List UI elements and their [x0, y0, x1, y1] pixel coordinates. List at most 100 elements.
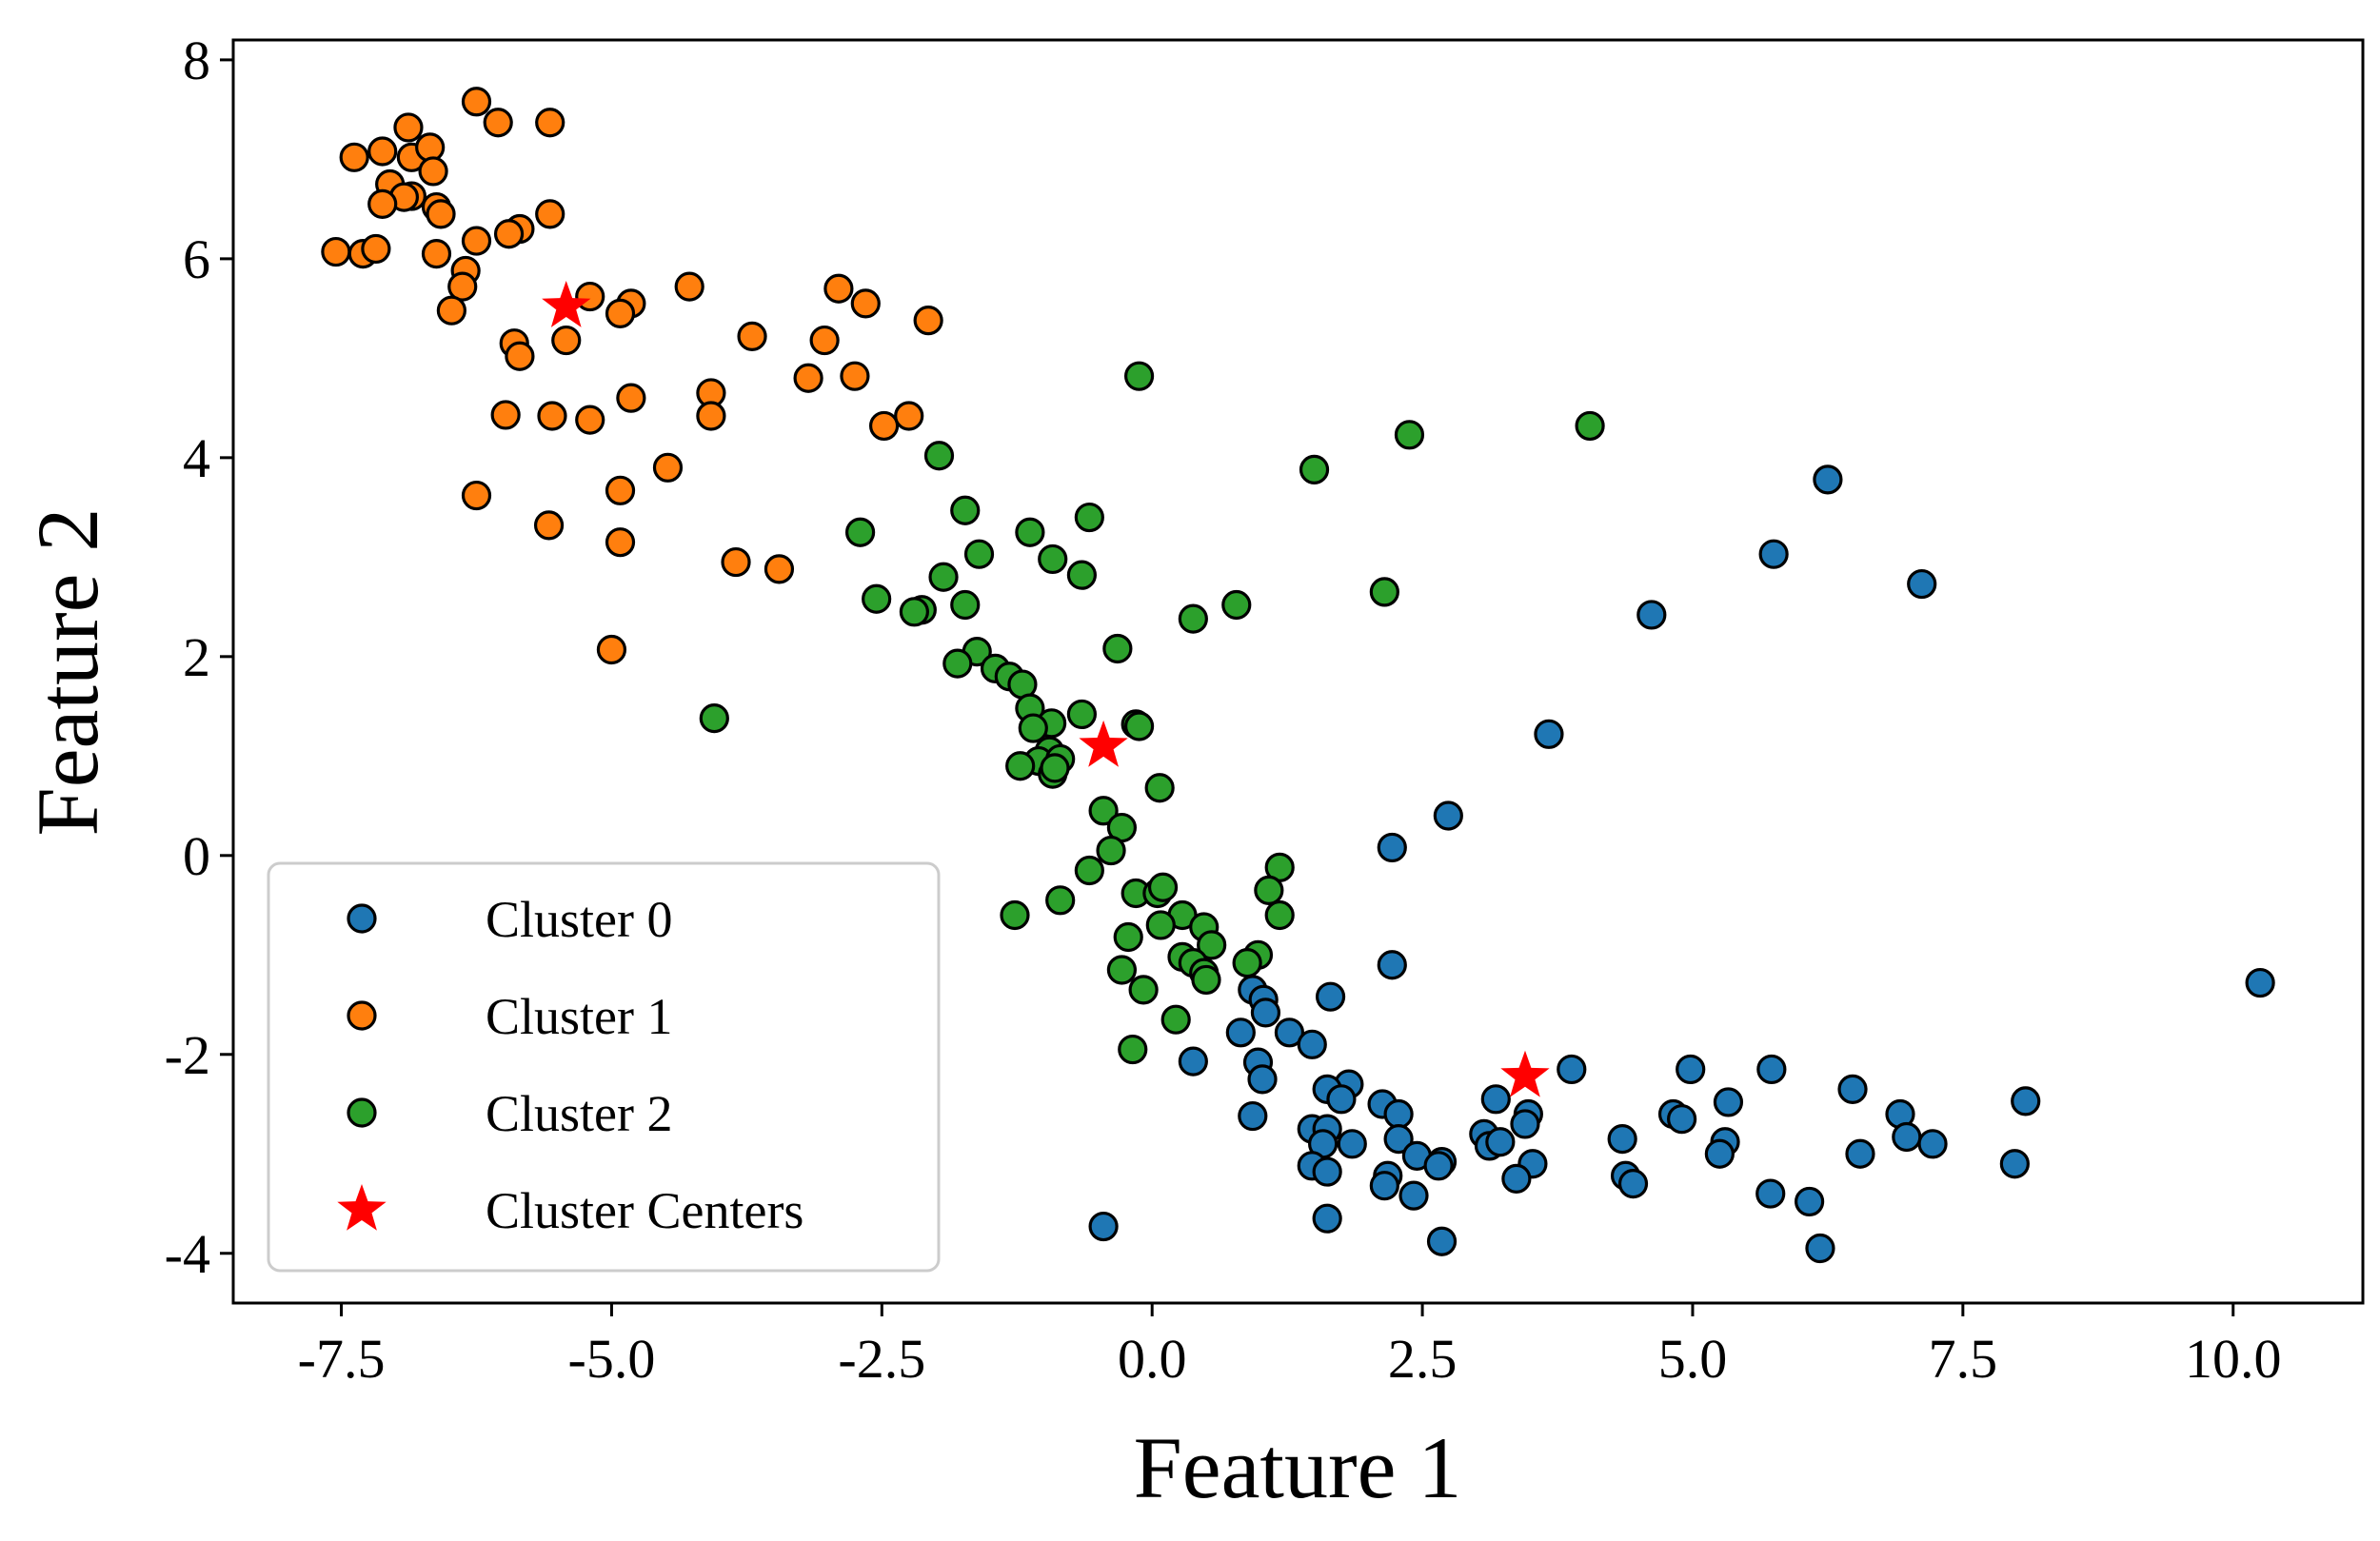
x-tick-label: 5.0: [1658, 1328, 1728, 1390]
cluster-0-point: [1636, 600, 1667, 630]
cluster-0-point: [1383, 1123, 1414, 1155]
cluster-1-point: [721, 546, 751, 578]
cluster-1-point: [361, 233, 391, 265]
cluster-0-point: [1433, 800, 1463, 831]
cluster-2-point: [1144, 773, 1175, 803]
cluster-1-point: [321, 236, 351, 267]
legend-marker-cluster-2: [347, 1097, 377, 1128]
cluster-2-point: [1254, 875, 1284, 905]
cluster-1-point: [605, 298, 636, 328]
cluster-2-point: [1018, 713, 1048, 743]
cluster-0-point: [1557, 1054, 1587, 1085]
cluster-0-point: [1756, 1054, 1787, 1085]
cluster-2-point: [1221, 589, 1252, 621]
cluster-1-point: [823, 273, 854, 304]
cluster-0-point: [1617, 1169, 1649, 1199]
cluster-1-point: [415, 132, 446, 163]
cluster-2-point: [1118, 1034, 1148, 1065]
cluster-2-point: [1147, 872, 1179, 902]
cluster-0-point: [1480, 1084, 1511, 1115]
data-marks: [321, 87, 2275, 1264]
cluster-1-point: [483, 108, 513, 138]
cluster-1-point: [447, 271, 478, 302]
cluster-2-point: [1575, 410, 1605, 442]
cluster-0-point: [1999, 1149, 2030, 1179]
cluster-0-point: [1247, 1064, 1278, 1095]
cluster-1-point: [535, 108, 565, 138]
cluster-0-point: [1398, 1180, 1429, 1211]
cluster-1-point: [367, 136, 398, 167]
cluster-1-point: [596, 634, 627, 665]
legend-label-cluster-1: Cluster 1: [486, 988, 673, 1045]
cluster-2-point: [1066, 699, 1097, 730]
cluster-2-point: [1264, 899, 1295, 931]
cluster-1-point: [696, 401, 726, 431]
cluster-2-point: [1088, 796, 1119, 826]
cluster-0-point: [1704, 1138, 1735, 1169]
cluster-center-star: [542, 281, 591, 327]
cluster-1-point: [737, 321, 767, 351]
cluster-2-point: [1066, 560, 1097, 590]
x-tick-label: 10.0: [2185, 1328, 2282, 1390]
cluster-2-point: [1191, 964, 1221, 996]
cluster-1-point: [461, 480, 492, 511]
cluster-2-point: [1038, 543, 1068, 575]
legend-marker-cluster-1: [347, 1000, 377, 1031]
x-tick-label: 0.0: [1118, 1328, 1187, 1390]
cluster-2-point: [1145, 910, 1176, 940]
cluster-2-point: [862, 583, 892, 614]
cluster-1-point: [493, 219, 525, 249]
cluster-2-point: [950, 589, 981, 621]
cluster-0-point: [1758, 539, 1789, 569]
cluster-0-point: [1238, 1100, 1268, 1132]
cluster-0-point: [1907, 568, 1937, 600]
x-tick-label: -5.0: [568, 1328, 656, 1390]
cluster-2-point: [923, 441, 955, 471]
cluster-0-point: [1755, 1178, 1786, 1209]
cluster-2-point: [1123, 361, 1155, 391]
cluster-0-point: [1676, 1054, 1706, 1085]
legend-frame: [267, 861, 941, 1273]
cluster-2-point: [942, 648, 973, 679]
cluster-1-point: [850, 288, 881, 319]
cluster-2-point: [1096, 835, 1126, 866]
cluster-1-point: [840, 361, 870, 391]
y-tick-label: 4: [183, 427, 210, 489]
cluster-0-point: [1377, 832, 1407, 863]
cluster-1-point: [393, 112, 424, 143]
cluster-0-point: [1312, 1156, 1342, 1187]
cluster-1-point: [894, 401, 924, 431]
cluster-2-point: [1102, 633, 1133, 664]
cluster-1-point: [809, 325, 840, 356]
y-tick-label: 2: [183, 626, 210, 688]
x-axis-ticks: -7.5 -5.0 -2.5 0.0 2.5 5.0 7.5 10.0: [298, 1303, 2282, 1390]
cluster-0-point: [1485, 1127, 1516, 1157]
cluster-2-point: [1113, 921, 1143, 953]
cluster-2-point: [1106, 955, 1138, 985]
cluster-0-point: [2245, 967, 2275, 998]
y-axis-label: Feature 2: [19, 508, 116, 837]
y-tick-label: -4: [165, 1223, 210, 1285]
cluster-0-point: [1534, 719, 1564, 749]
cluster-2-point: [928, 562, 959, 592]
legend-items: Cluster 0 Cluster 1 Cluster 2 Cluster Cente…: [337, 891, 803, 1239]
cluster-0-point: [1713, 1087, 1744, 1117]
cluster-0-point: [1250, 998, 1281, 1028]
cluster-0-point: [1178, 1046, 1208, 1077]
cluster-0-point: [1837, 1074, 1868, 1104]
x-tick-label: -2.5: [838, 1328, 925, 1390]
cluster-0-point: [1274, 1017, 1305, 1048]
cluster-0-point: [1917, 1129, 1948, 1159]
cluster-1-point: [436, 295, 466, 326]
cluster-1-point: [868, 410, 900, 442]
cluster-0-point: [1426, 1226, 1458, 1256]
cluster-center-star: [1079, 720, 1128, 767]
cluster-0-point: [1805, 1233, 1835, 1264]
cluster-2-point: [1197, 930, 1227, 960]
y-tick-label: 8: [183, 30, 210, 91]
cluster-2-point: [1074, 502, 1104, 533]
legend-marker-cluster-0: [347, 903, 377, 934]
y-axis-ticks: -4 -2 0 2 4 6 8: [165, 30, 233, 1285]
cluster-1-point: [461, 226, 492, 256]
cluster-0-point: [1315, 981, 1346, 1012]
